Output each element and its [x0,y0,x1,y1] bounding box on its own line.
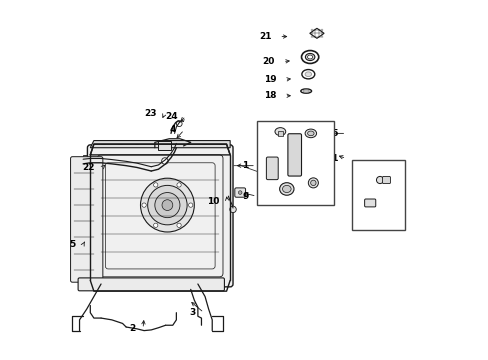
Ellipse shape [305,129,316,138]
FancyBboxPatch shape [266,157,278,180]
Ellipse shape [303,90,309,92]
FancyBboxPatch shape [234,188,245,197]
Text: 10: 10 [206,197,219,206]
Circle shape [162,158,168,164]
Circle shape [177,223,181,228]
Ellipse shape [307,55,312,59]
Circle shape [153,183,158,187]
Ellipse shape [310,180,315,185]
Text: 14: 14 [264,172,276,181]
Text: 6: 6 [385,176,391,185]
Text: 8: 8 [365,204,371,213]
Text: 3: 3 [189,308,196,317]
Text: 4: 4 [170,125,176,134]
FancyBboxPatch shape [364,199,375,207]
Ellipse shape [305,53,314,60]
Text: 21: 21 [258,32,271,41]
Text: 16: 16 [270,150,283,159]
Ellipse shape [307,131,313,136]
Bar [277,131,282,136]
Polygon shape [90,140,230,148]
Ellipse shape [301,50,318,63]
Ellipse shape [301,69,314,79]
Ellipse shape [279,183,293,195]
Ellipse shape [274,128,285,135]
FancyBboxPatch shape [78,278,224,291]
Text: 18: 18 [264,91,276,100]
Text: 12: 12 [306,176,319,185]
Text: 7: 7 [371,170,377,179]
Circle shape [177,183,181,187]
Circle shape [229,206,236,213]
Text: 19: 19 [264,75,276,84]
Circle shape [188,203,192,207]
Text: 23: 23 [144,109,156,118]
Circle shape [176,121,182,127]
Circle shape [155,193,180,218]
FancyBboxPatch shape [70,157,102,282]
Text: 22: 22 [82,163,94,172]
Text: 2: 2 [129,324,135,333]
FancyBboxPatch shape [382,176,389,184]
FancyBboxPatch shape [87,145,233,287]
Circle shape [147,185,187,225]
Ellipse shape [300,89,311,93]
Bar [351,160,405,230]
Circle shape [140,178,194,232]
Polygon shape [83,155,90,280]
Text: 13: 13 [272,192,284,201]
Ellipse shape [305,72,311,77]
Circle shape [162,200,172,211]
Ellipse shape [308,178,318,188]
Ellipse shape [282,185,290,193]
Bar [257,121,333,205]
Text: 17: 17 [267,132,280,141]
Text: 24: 24 [165,112,178,121]
Text: 1: 1 [242,161,247,170]
Circle shape [142,203,146,207]
Polygon shape [309,28,324,39]
Text: 20: 20 [262,57,274,66]
Circle shape [238,191,242,194]
Text: 11: 11 [325,154,338,163]
FancyBboxPatch shape [287,134,301,176]
Text: 5: 5 [69,240,75,249]
Bar [158,140,171,149]
Circle shape [376,176,383,184]
Text: 15: 15 [325,129,338,138]
Circle shape [153,223,158,228]
Text: 9: 9 [242,192,248,201]
